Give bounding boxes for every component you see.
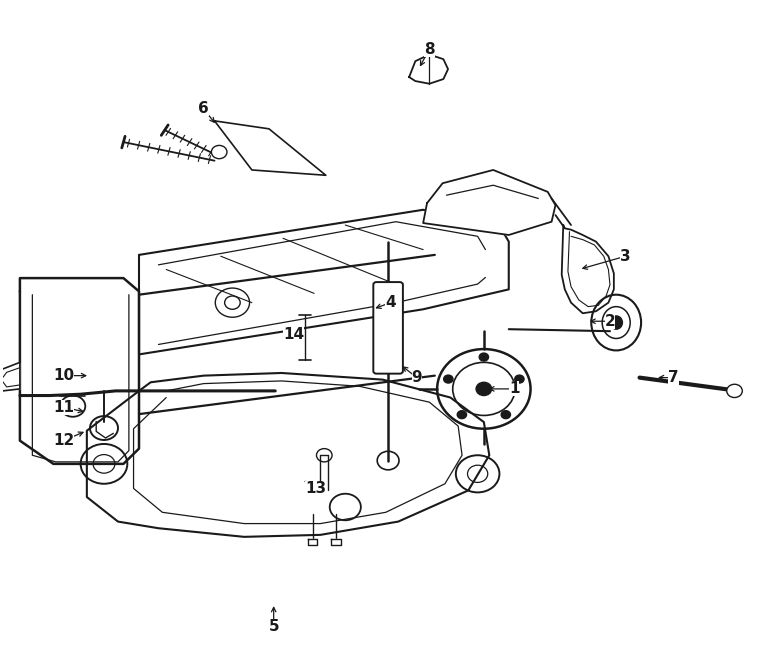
Circle shape [501,411,510,419]
Circle shape [479,353,488,361]
Circle shape [476,382,492,395]
FancyBboxPatch shape [373,282,403,374]
Text: 10: 10 [53,368,74,383]
Polygon shape [20,278,139,464]
Polygon shape [561,225,614,313]
Polygon shape [409,55,448,84]
Text: 2: 2 [604,314,615,328]
Circle shape [457,411,466,419]
Text: 11: 11 [53,400,74,415]
Text: 6: 6 [198,102,209,116]
Polygon shape [139,210,509,355]
Text: 1: 1 [509,381,520,397]
Text: 4: 4 [385,295,396,310]
Polygon shape [0,363,20,391]
Text: 12: 12 [53,433,74,448]
Polygon shape [423,170,556,235]
Polygon shape [215,121,326,175]
Text: 13: 13 [305,481,326,496]
Polygon shape [308,539,318,545]
Circle shape [444,375,453,383]
Text: 7: 7 [669,370,679,385]
Polygon shape [87,373,489,537]
Polygon shape [332,539,340,545]
Circle shape [212,145,227,159]
Text: 14: 14 [283,327,304,342]
Text: 9: 9 [412,370,423,385]
Circle shape [515,375,524,383]
Text: 5: 5 [268,619,279,634]
Text: 3: 3 [620,249,631,264]
Ellipse shape [610,316,622,329]
Circle shape [727,384,742,397]
Text: 8: 8 [424,41,434,57]
